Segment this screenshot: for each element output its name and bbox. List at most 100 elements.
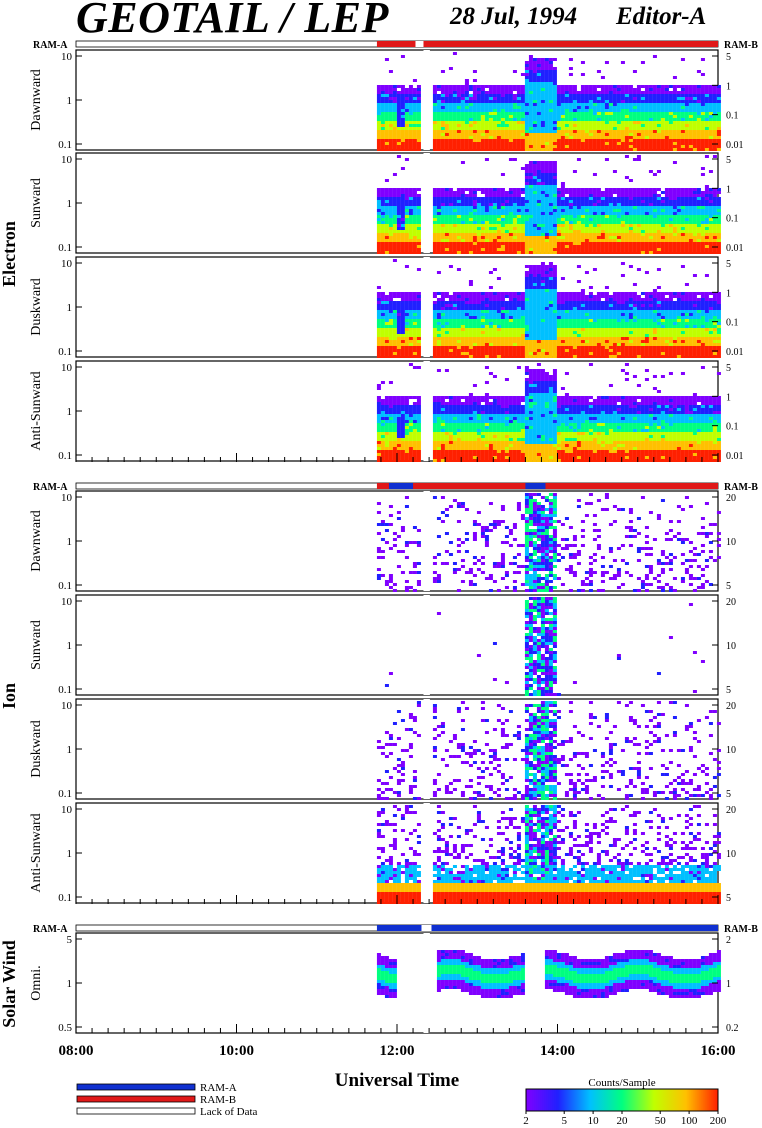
panel-label: Sunward xyxy=(29,620,44,670)
tick-label: 10 xyxy=(726,745,736,756)
colorbar-tick-label: 200 xyxy=(710,1115,727,1127)
tick-label: 0.1 xyxy=(726,214,739,225)
data-gap xyxy=(423,803,430,903)
data-gap xyxy=(423,257,430,357)
tick-label: 0.1 xyxy=(58,788,72,800)
colorbar-tick-label: 2 xyxy=(523,1115,529,1127)
tick-label: 2 xyxy=(726,935,731,946)
ram-bar xyxy=(75,40,719,48)
ram-a-segment xyxy=(376,925,718,931)
time-tick-label: 08:00 xyxy=(59,1043,94,1059)
tick-label: 1 xyxy=(67,302,73,314)
tick-label: 0.01 xyxy=(726,347,744,358)
legend-swatch xyxy=(76,1107,196,1115)
ram-b-segment xyxy=(376,41,718,47)
tick-label: 20 xyxy=(726,493,736,504)
data-gap xyxy=(423,491,430,591)
tick-label: 0.1 xyxy=(58,580,72,592)
panel-dawnward xyxy=(75,490,719,592)
panel-frame xyxy=(75,490,719,592)
time-tick-label: 16:00 xyxy=(701,1043,736,1059)
tick-label: 1 xyxy=(67,640,73,652)
tick-label: 0.01 xyxy=(726,140,744,151)
ram-right-label: RAM-B xyxy=(724,924,758,935)
tick-label: 1 xyxy=(726,184,731,195)
ram-left-label: RAM-A xyxy=(33,482,68,493)
tick-label: 0.1 xyxy=(58,242,72,254)
tick-label: 5 xyxy=(726,259,731,270)
tick-label: 0.01 xyxy=(726,451,744,462)
spectrogram-cells xyxy=(376,933,721,1033)
legend-label: RAM-A xyxy=(200,1082,237,1094)
tick-label: 10 xyxy=(61,596,73,608)
panel-label: Dawnward xyxy=(29,510,44,571)
tick-label: 20 xyxy=(726,597,736,608)
panel-label: Duskward xyxy=(29,278,44,336)
data-gap xyxy=(423,595,430,695)
tick-label: 0.1 xyxy=(58,346,72,358)
tick-label: 20 xyxy=(726,805,736,816)
group-label: Ion xyxy=(0,683,19,709)
tick-label: 0.1 xyxy=(58,450,72,462)
tick-label: 20 xyxy=(726,701,736,712)
ram-a-segment xyxy=(525,483,546,489)
tick-label: 0.5 xyxy=(58,1022,72,1034)
data-gap xyxy=(423,933,430,1033)
x-axis-label: Universal Time xyxy=(335,1070,459,1091)
spectrogram-cells xyxy=(384,595,705,696)
tick-label: 1 xyxy=(67,406,73,418)
group-label: Electron xyxy=(0,221,19,287)
tick-label: 5 xyxy=(67,934,73,946)
ram-right-label: RAM-B xyxy=(724,482,758,493)
spectrogram-cells xyxy=(376,257,721,358)
spectrogram-cells xyxy=(376,699,721,800)
tick-label: 10 xyxy=(61,51,73,63)
colorbar-tick-label: 20 xyxy=(617,1115,629,1127)
panel-frame xyxy=(75,594,719,696)
tick-label: 10 xyxy=(61,258,73,270)
data-gap xyxy=(423,50,430,150)
tick-label: 0.1 xyxy=(58,684,72,696)
tick-label: 10 xyxy=(61,362,73,374)
time-tick-label: 12:00 xyxy=(380,1043,415,1059)
panel-label: Sunward xyxy=(29,178,44,228)
colorbar-tick-label: 5 xyxy=(561,1115,567,1127)
spectrogram-cells xyxy=(376,803,721,904)
tick-label: 5 xyxy=(726,789,731,800)
spectrogram-cells xyxy=(376,153,721,254)
ram-bar xyxy=(75,924,719,932)
tick-label: 0.1 xyxy=(58,892,72,904)
colorbar-title: Counts/Sample xyxy=(588,1077,655,1089)
spectrogram-cells xyxy=(376,50,721,151)
tick-label: 5 xyxy=(726,581,731,592)
tick-label: 0.1 xyxy=(58,139,72,151)
data-gap xyxy=(423,153,430,253)
tick-label: 5 xyxy=(726,155,731,166)
tick-label: 5 xyxy=(726,52,731,63)
colorbar xyxy=(525,1088,719,1112)
ram-left-label: RAM-A xyxy=(33,40,68,51)
data-gap xyxy=(423,361,430,461)
ram-right-label: RAM-B xyxy=(724,40,758,51)
tick-label: 1 xyxy=(67,95,73,107)
ram-bar xyxy=(75,482,719,490)
tick-label: 5 xyxy=(726,363,731,374)
tick-label: 1 xyxy=(67,198,73,210)
tick-label: 1 xyxy=(67,978,73,990)
ram-a-segment xyxy=(388,483,414,489)
tick-label: 5 xyxy=(726,893,731,904)
tick-label: 10 xyxy=(61,804,73,816)
gap-segment xyxy=(421,925,432,931)
tick-label: 5 xyxy=(726,685,731,696)
colorbar-tick-label: 50 xyxy=(655,1115,667,1127)
colorbar-tick-label: 10 xyxy=(588,1115,600,1127)
legend-label: RAM-B xyxy=(200,1094,236,1106)
tick-label: 1 xyxy=(726,288,731,299)
spectrogram-cells xyxy=(376,361,721,462)
tick-label: 0.01 xyxy=(726,243,744,254)
tick-label: 0.2 xyxy=(726,1023,739,1034)
legend-swatch xyxy=(76,1083,196,1091)
colorbar-tick-label: 100 xyxy=(681,1115,698,1127)
tick-label: 1 xyxy=(67,744,73,756)
